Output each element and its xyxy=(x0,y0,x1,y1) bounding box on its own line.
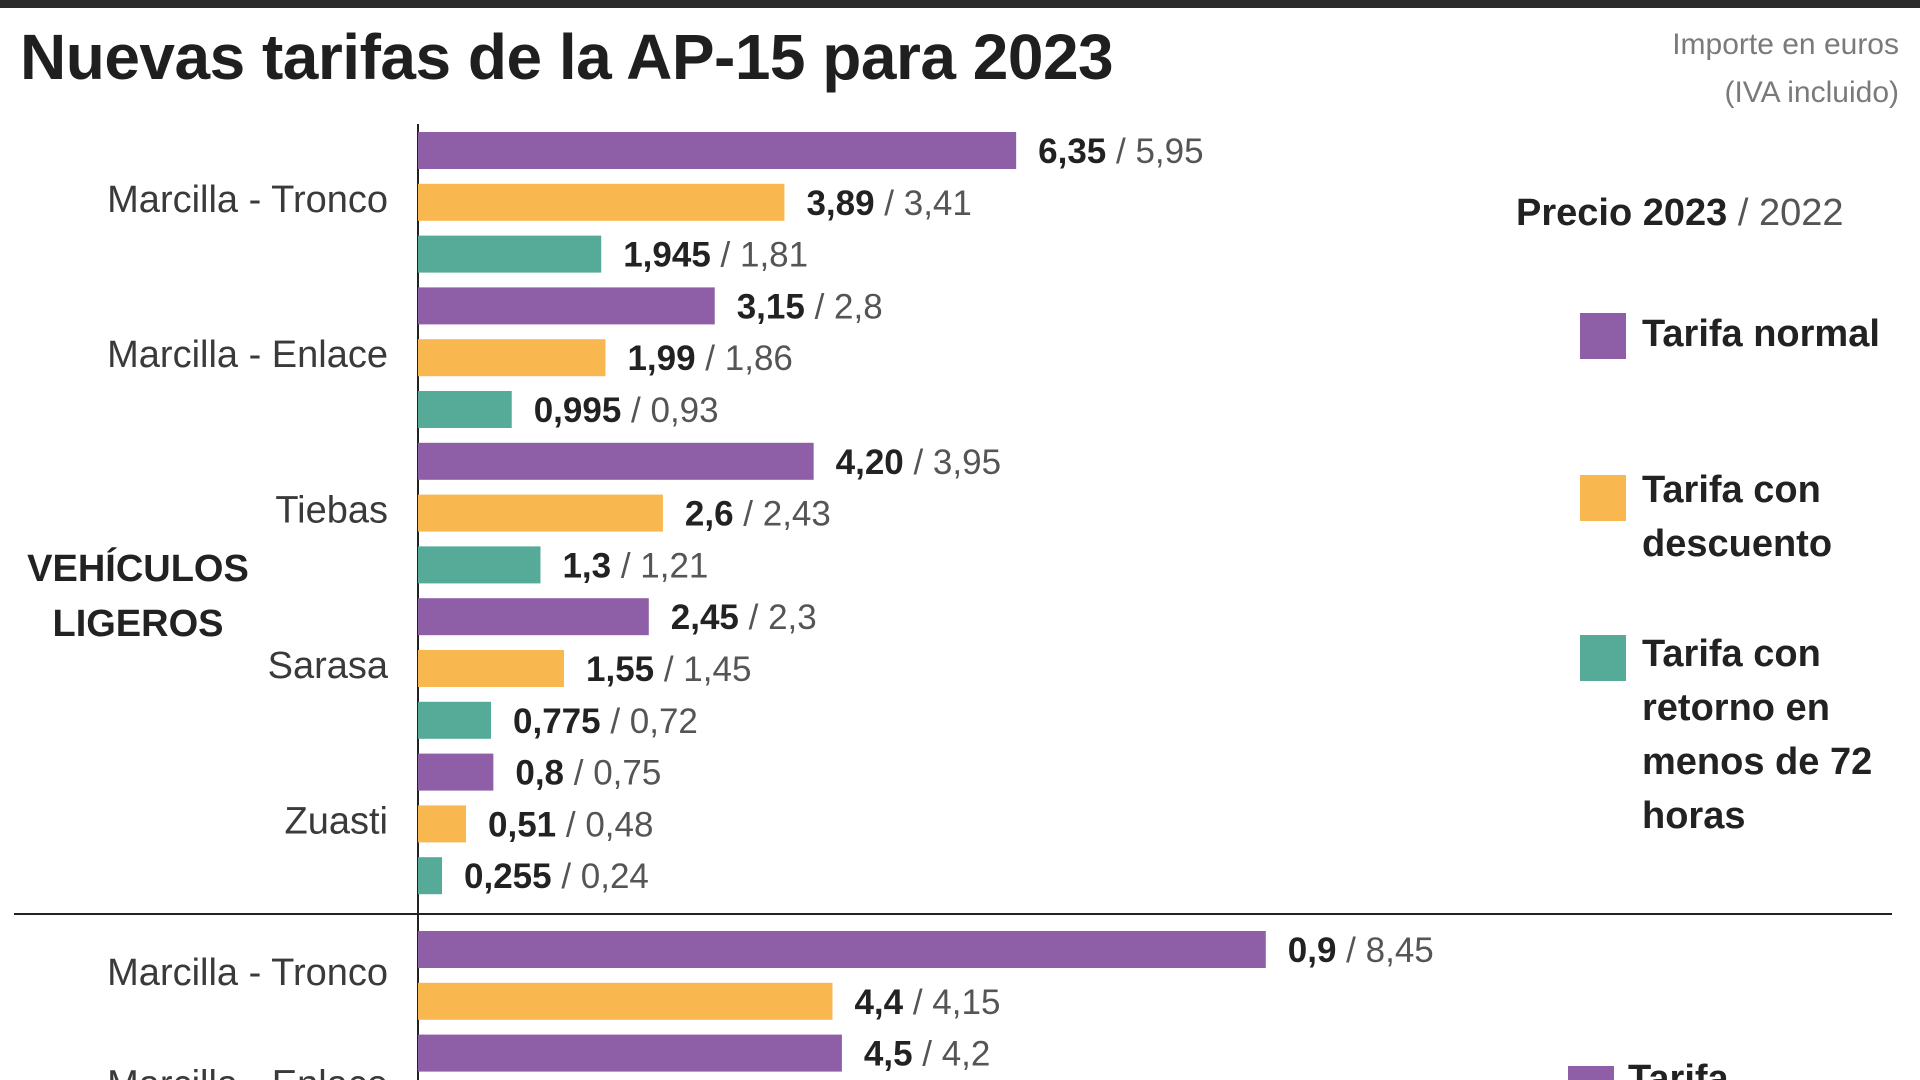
value-2022: / 0,75 xyxy=(564,754,661,793)
value-2022: / 2,8 xyxy=(805,287,883,326)
bar-value-label-0-0: 6,35 / 5,95 xyxy=(1038,132,1203,171)
category-label-6: Marcilla - Enlace xyxy=(107,1064,388,1080)
value-2022: / 0,72 xyxy=(601,702,698,741)
value-2023: 1,99 xyxy=(627,339,695,378)
value-2023: 0,8 xyxy=(515,754,564,793)
value-2023: 2,45 xyxy=(671,598,739,637)
chart-title: Nuevas tarifas de la AP-15 para 2023 xyxy=(20,21,1114,93)
bar-5-0 xyxy=(418,931,1266,968)
bar-1-1 xyxy=(418,339,606,377)
value-2022: / 0,93 xyxy=(621,391,718,430)
value-2023: 0,255 xyxy=(464,857,552,896)
bar-value-label-6-0: 4,5 / 4,2 xyxy=(864,1035,990,1074)
value-2023: 0,775 xyxy=(513,702,601,741)
value-2023: 2,6 xyxy=(685,495,734,534)
bar-value-label-2-0: 4,20 / 3,95 xyxy=(836,443,1001,482)
value-2023: 3,15 xyxy=(737,287,805,326)
value-2022: / 1,81 xyxy=(711,236,808,275)
value-2022: / 5,95 xyxy=(1106,132,1203,171)
units-note-line2: (IVA incluido) xyxy=(1724,76,1899,109)
value-2022: / 2,3 xyxy=(739,598,817,637)
bar-0-1 xyxy=(418,183,785,221)
category-label-2: Tiebas xyxy=(275,490,388,532)
category-label-4: Zuasti xyxy=(285,800,388,842)
bar-2-1 xyxy=(418,494,663,532)
bar-value-label-1-2: 0,995 / 0,93 xyxy=(534,391,719,430)
bar-2-0 xyxy=(418,442,814,480)
legend-title-2023: Precio 2023 xyxy=(1516,192,1728,234)
value-2023: 1,55 xyxy=(586,650,654,689)
bar-6-0 xyxy=(418,1034,842,1072)
bar-value-label-2-1: 2,6 / 2,43 xyxy=(685,495,831,534)
bar-value-label-1-0: 3,15 / 2,8 xyxy=(737,287,883,326)
value-2023: 6,35 xyxy=(1038,132,1106,171)
bar-value-label-0-2: 1,945 / 1,81 xyxy=(623,236,808,275)
bar-2-2 xyxy=(418,546,541,584)
value-2023: 3,89 xyxy=(806,184,874,223)
bar-value-label-3-2: 0,775 / 0,72 xyxy=(513,702,698,741)
category-label-1: Marcilla - Enlace xyxy=(107,334,388,376)
bar-value-label-4-0: 0,8 / 0,75 xyxy=(515,754,661,793)
bar-1-2 xyxy=(418,391,512,428)
value-2023: 1,945 xyxy=(623,236,711,275)
bar-value-label-2-2: 1,3 / 1,21 xyxy=(562,546,708,585)
top-rule xyxy=(0,0,1920,8)
category-label-0: Marcilla - Tronco xyxy=(107,179,388,221)
bar-value-label-5-1: 4,4 / 4,15 xyxy=(854,983,1000,1022)
value-2023: 4,20 xyxy=(836,443,904,482)
bar-value-label-3-0: 2,45 / 2,3 xyxy=(671,598,817,637)
units-note-line1: Importe en euros xyxy=(1672,28,1899,61)
value-2022: / 1,86 xyxy=(696,339,793,378)
bar-value-label-3-1: 1,55 / 1,45 xyxy=(586,650,751,689)
legend-swatch-tarifa-descuento xyxy=(1580,475,1626,521)
bar-4-0 xyxy=(418,753,494,791)
legend-title: Precio 2023 / 2022 xyxy=(1516,192,1843,235)
bar-3-2 xyxy=(418,701,492,739)
category-label-3: Sarasa xyxy=(268,645,389,687)
bar-value-label-5-0: 0,9 / 8,45 xyxy=(1288,931,1434,970)
bar-3-1 xyxy=(418,650,565,687)
value-2022: / 0,48 xyxy=(556,805,653,844)
value-2022: / 1,45 xyxy=(654,650,751,689)
bar-value-label-1-1: 1,99 / 1,86 xyxy=(627,339,792,378)
value-2023: 0,51 xyxy=(488,805,556,844)
value-2023: 4,5 xyxy=(864,1035,913,1074)
bar-value-label-4-1: 0,51 / 0,48 xyxy=(488,805,653,844)
bar-3-0 xyxy=(418,598,649,636)
bar-0-0 xyxy=(418,132,1017,169)
bar-4-1 xyxy=(418,805,467,843)
group-label-vehiculos-ligeros: VEHÍCULOS LIGEROS xyxy=(27,548,249,645)
value-2022: / 0,24 xyxy=(552,857,649,896)
bar-value-label-4-2: 0,255 / 0,24 xyxy=(464,857,649,896)
legend-swatch-tarifa-normal xyxy=(1580,313,1626,359)
value-2022: / 2,43 xyxy=(734,495,831,534)
value-2022: / 4,15 xyxy=(903,983,1000,1022)
value-2022: / 3,41 xyxy=(875,184,972,223)
bar-4-2 xyxy=(418,857,443,895)
value-2022: / 8,45 xyxy=(1336,931,1433,970)
legend-title-2022: / 2022 xyxy=(1737,192,1844,234)
bar-1-0 xyxy=(418,287,715,325)
bar-5-1 xyxy=(418,982,833,1020)
legend-label-tarifa-descuento: Tarifa con descuento xyxy=(1642,469,1833,565)
bar-value-label-0-1: 3,89 / 3,41 xyxy=(806,184,971,223)
value-2023: 4,4 xyxy=(854,983,903,1022)
value-2022: / 1,21 xyxy=(611,546,708,585)
value-2023: 0,9 xyxy=(1288,931,1337,970)
category-label-5: Marcilla - Tronco xyxy=(107,952,388,994)
bar-0-2 xyxy=(418,235,602,273)
legend-swatch-tarifa-retorno xyxy=(1580,635,1626,681)
value-2022: / 3,95 xyxy=(904,443,1001,482)
legend-label-tarifa-normal: Tarifa normal xyxy=(1642,313,1880,355)
legend-swatch-partial xyxy=(1568,1066,1614,1080)
value-2022: / 4,2 xyxy=(913,1035,991,1074)
legend-label-tarifa-retorno: Tarifa con retorno en menos de 72 horas xyxy=(1642,633,1873,837)
value-2023: 0,995 xyxy=(534,391,622,430)
legend-label-partial: Tarifa xyxy=(1628,1058,1729,1080)
value-2023: 1,3 xyxy=(562,546,611,585)
